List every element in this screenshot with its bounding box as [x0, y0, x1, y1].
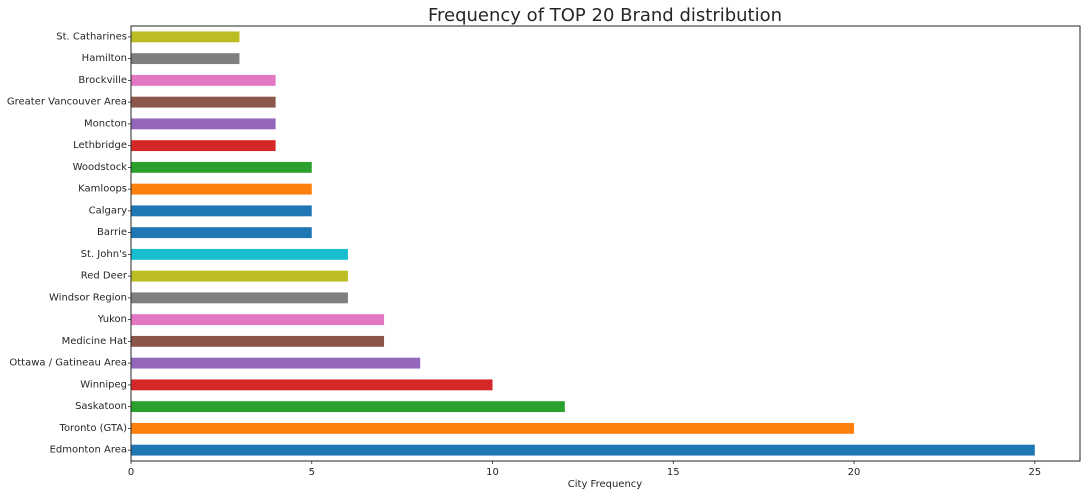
y-tick-label: Yukon [97, 314, 127, 325]
bar [131, 270, 348, 282]
bar [131, 118, 276, 130]
bar [131, 205, 312, 217]
x-tick-label: 25 [1028, 467, 1041, 478]
y-tick-label: St. Catharines [56, 31, 127, 42]
y-tick-label: Toronto (GTA) [59, 423, 128, 434]
y-tick-label: Red Deer [81, 271, 128, 282]
y-tick-label: Calgary [89, 205, 127, 216]
bar [131, 292, 348, 304]
y-tick-label: Barrie [97, 227, 127, 238]
bar [131, 401, 565, 413]
y-tick-label: Medicine Hat [62, 336, 127, 347]
y-tick-label: Brockville [78, 75, 127, 86]
x-tick-label: 20 [848, 467, 861, 478]
bar [131, 444, 1035, 456]
y-tick-labels: Edmonton Area Toronto (GTA) Saskatoon Winni… [7, 31, 131, 456]
x-tick-labels: 0 5 10 15 20 25 [128, 461, 1041, 478]
y-tick-label: Kamloops [78, 184, 127, 195]
bar [131, 248, 348, 260]
y-tick-label: Winnipeg [80, 379, 127, 390]
bar [131, 31, 240, 43]
x-tick-label: 0 [128, 467, 134, 478]
y-tick-label: Edmonton Area [50, 445, 127, 456]
bar [131, 314, 385, 326]
y-tick-label: Moncton [84, 118, 127, 129]
bar [131, 53, 240, 65]
x-tick-label: 10 [486, 467, 499, 478]
x-tick-label: 15 [667, 467, 680, 478]
y-tick-label: Ottawa / Gatineau Area [9, 358, 127, 369]
bar [131, 357, 421, 369]
bar [131, 379, 493, 391]
y-tick-label: St. John's [81, 249, 127, 260]
chart-title: Frequency of TOP 20 Brand distribution [428, 5, 782, 26]
y-tick-label: Woodstock [73, 162, 128, 173]
x-tick-label: 5 [309, 467, 315, 478]
bars-layer [131, 31, 1035, 456]
x-axis-label: City Frequency [568, 479, 643, 490]
y-tick-label: Hamilton [82, 53, 127, 64]
y-tick-label: Greater Vancouver Area [7, 97, 127, 108]
bar [131, 161, 312, 173]
bar [131, 335, 385, 347]
plot-frame [130, 25, 1081, 462]
y-tick-label: Lethbridge [73, 140, 127, 151]
bar [131, 96, 276, 108]
bar [131, 183, 312, 195]
bar [131, 140, 276, 152]
bar [131, 422, 855, 434]
bar [131, 74, 276, 86]
y-tick-label: Windsor Region [49, 292, 127, 303]
y-tick-label: Saskatoon [75, 401, 127, 412]
bar [131, 227, 312, 239]
